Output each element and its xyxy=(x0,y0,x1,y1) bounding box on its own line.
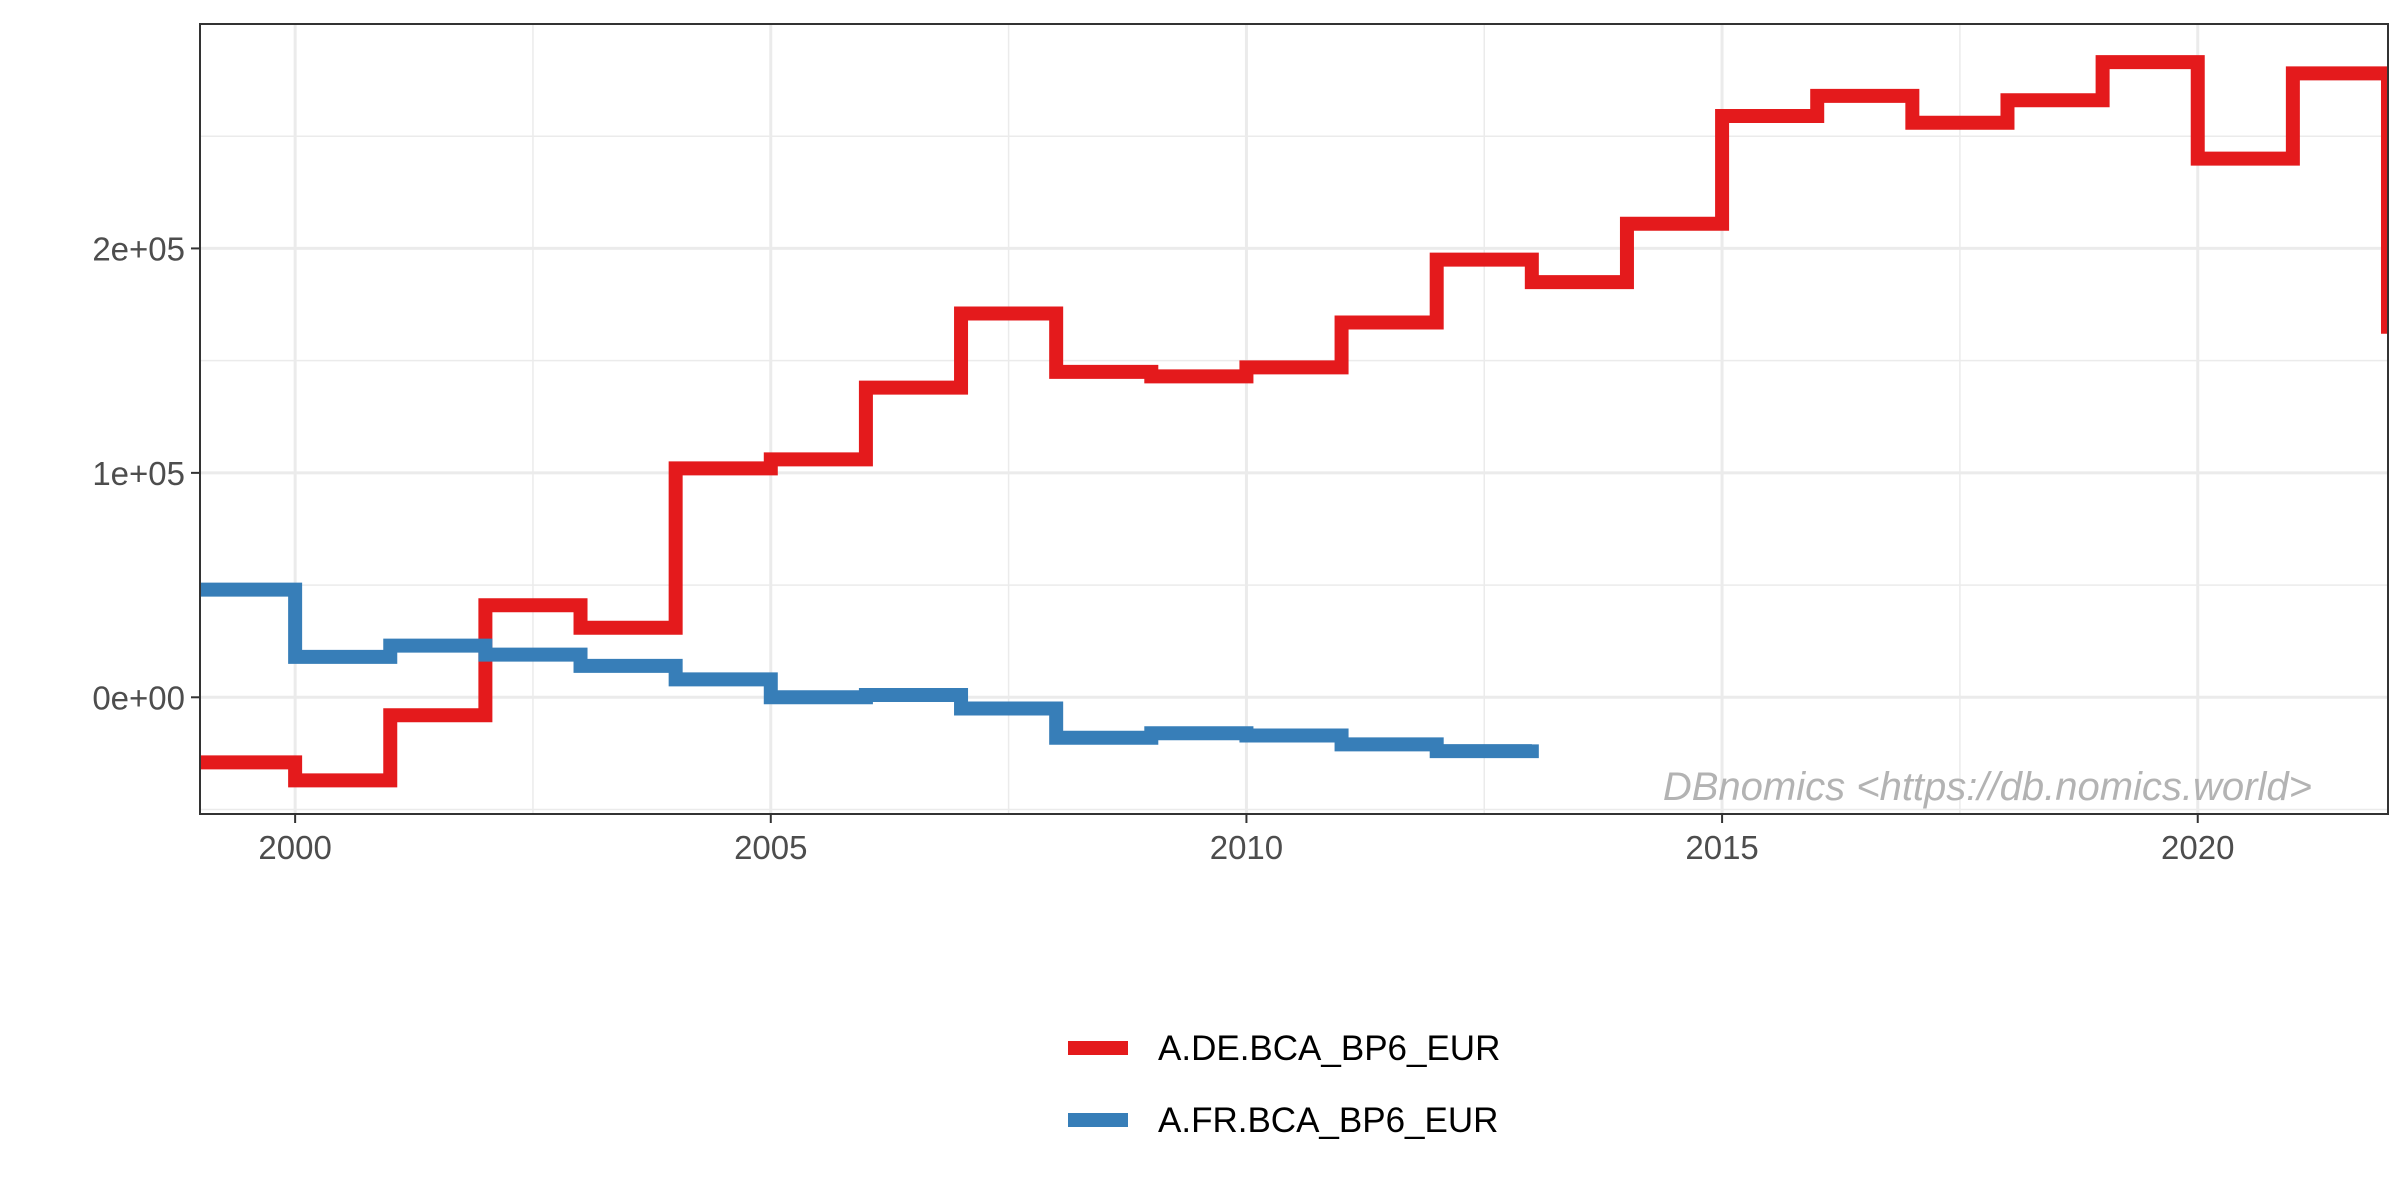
plot-panel-background xyxy=(200,24,2388,814)
x-tick-label: 2005 xyxy=(734,829,807,866)
y-tick-label: 1e+05 xyxy=(92,455,185,492)
legend-item: A.DE.BCA_BP6_EUR xyxy=(1068,1029,1500,1068)
x-tick-label: 2000 xyxy=(258,829,331,866)
x-axis: 2000 2005 2010 2015 2020 xyxy=(258,814,2234,866)
x-tick-label: 2010 xyxy=(1210,829,1283,866)
y-axis: 0e+00 1e+05 2e+05 xyxy=(92,230,200,716)
y-tick-label: 2e+05 xyxy=(92,230,185,267)
x-tick-label: 2020 xyxy=(2161,829,2234,866)
legend-label: A.DE.BCA_BP6_EUR xyxy=(1158,1029,1500,1068)
y-tick-label: 0e+00 xyxy=(92,679,185,716)
legend: A.DE.BCA_BP6_EUR A.FR.BCA_BP6_EUR xyxy=(1068,1029,1500,1140)
watermark: DBnomics <https://db.nomics.world> xyxy=(1663,765,2312,809)
plot-panel-border xyxy=(199,23,2389,815)
legend-item: A.FR.BCA_BP6_EUR xyxy=(1068,1101,1498,1140)
x-tick-label: 2015 xyxy=(1685,829,1758,866)
series-layer xyxy=(200,55,2388,788)
legend-label: A.FR.BCA_BP6_EUR xyxy=(1158,1101,1498,1140)
series-line-1 xyxy=(200,55,2388,788)
